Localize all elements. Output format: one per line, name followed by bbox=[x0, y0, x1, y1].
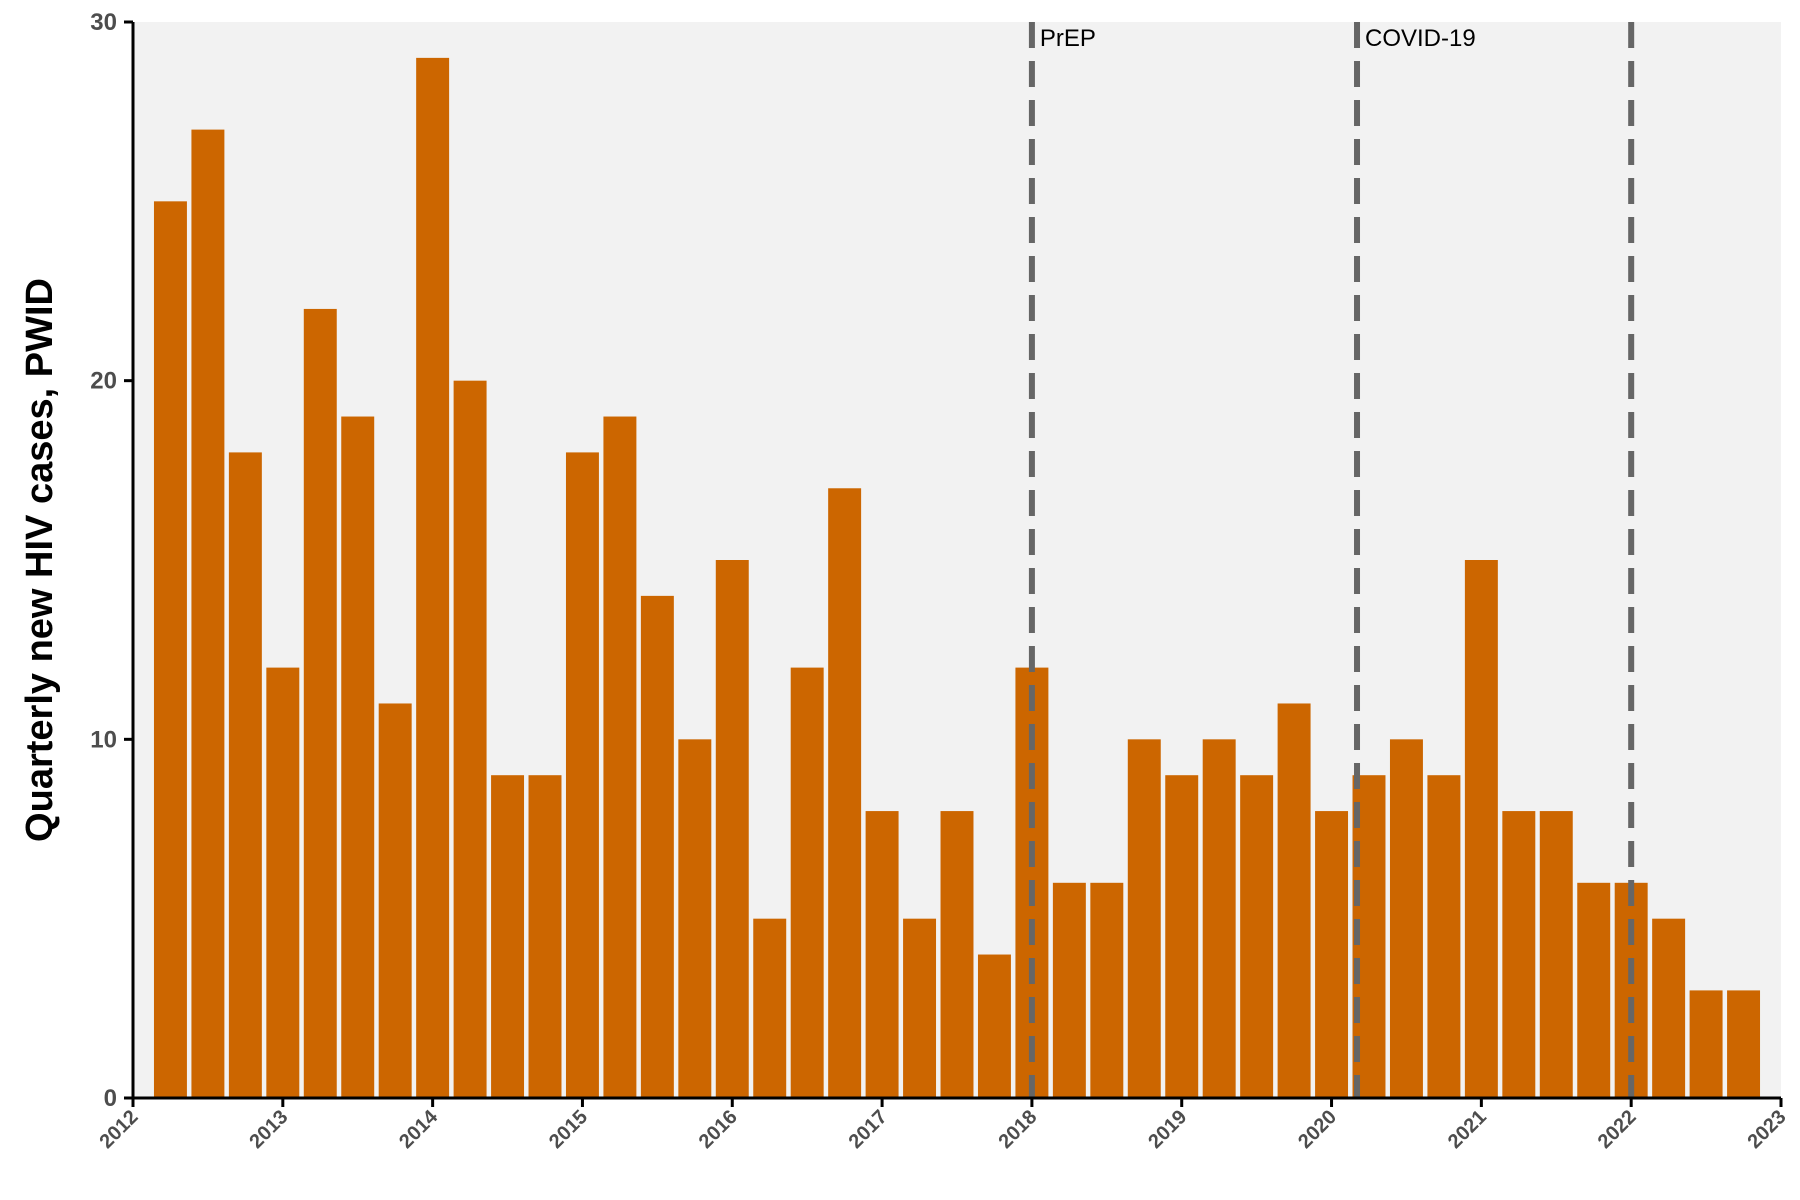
bar bbox=[1689, 990, 1723, 1098]
y-tick-label: 30 bbox=[90, 9, 117, 36]
bar bbox=[191, 129, 225, 1099]
x-tick-label: 2022 bbox=[1594, 1106, 1641, 1153]
bar bbox=[1652, 918, 1686, 1098]
bar bbox=[416, 57, 450, 1099]
x-ticks: 2012 2013 2014 2015 2016 2017 2018 2019 2020 2021… bbox=[96, 1098, 1791, 1153]
x-tick-label: 2014 bbox=[395, 1105, 443, 1153]
bar bbox=[1727, 990, 1761, 1098]
bar bbox=[228, 452, 262, 1098]
bar bbox=[1389, 739, 1423, 1098]
x-tick-label: 2013 bbox=[245, 1106, 292, 1153]
bar bbox=[903, 918, 937, 1098]
x-tick-label: 2020 bbox=[1294, 1106, 1341, 1153]
y-ticks: 0 10 20 30 bbox=[90, 9, 133, 1112]
bar bbox=[378, 703, 412, 1098]
bar bbox=[491, 775, 525, 1098]
x-tick-label: 2018 bbox=[994, 1106, 1041, 1153]
bar bbox=[1240, 775, 1274, 1098]
bar bbox=[528, 775, 562, 1098]
bar bbox=[1052, 882, 1086, 1098]
bar bbox=[303, 308, 337, 1098]
bar bbox=[865, 811, 899, 1098]
bar bbox=[565, 452, 599, 1098]
bar bbox=[715, 560, 749, 1098]
y-tick-label: 0 bbox=[104, 1085, 117, 1112]
bar bbox=[828, 488, 862, 1098]
bar bbox=[1577, 882, 1611, 1098]
bar bbox=[678, 739, 712, 1098]
bar bbox=[1315, 811, 1349, 1098]
bar bbox=[1464, 560, 1498, 1098]
reference-line-label: COVID-19 bbox=[1365, 25, 1476, 52]
bar bbox=[266, 667, 300, 1098]
x-tick-label: 2019 bbox=[1144, 1106, 1191, 1153]
bar bbox=[640, 595, 674, 1098]
x-tick-label: 2017 bbox=[845, 1106, 892, 1153]
bar bbox=[1539, 811, 1573, 1098]
bar bbox=[1427, 775, 1461, 1098]
bar bbox=[453, 380, 487, 1098]
bar bbox=[603, 416, 637, 1098]
bar bbox=[1614, 882, 1648, 1098]
x-tick-label: 2015 bbox=[545, 1106, 592, 1153]
bar bbox=[1165, 775, 1199, 1098]
x-tick-label: 2016 bbox=[695, 1106, 742, 1153]
y-tick-label: 20 bbox=[90, 368, 117, 395]
bar bbox=[1202, 739, 1236, 1098]
bar bbox=[153, 201, 187, 1098]
x-tick-label: 2023 bbox=[1744, 1106, 1791, 1153]
x-tick-label: 2021 bbox=[1444, 1106, 1491, 1153]
bar bbox=[790, 667, 824, 1098]
bar bbox=[1502, 811, 1536, 1098]
bar bbox=[1127, 739, 1161, 1098]
bar bbox=[753, 918, 787, 1098]
bar bbox=[1277, 703, 1311, 1098]
x-tick-label: 2012 bbox=[96, 1106, 143, 1153]
bar bbox=[977, 954, 1011, 1098]
bar bbox=[940, 811, 974, 1098]
reference-lines: PrEP COVID-19 bbox=[1028, 22, 1635, 1098]
bar bbox=[341, 416, 375, 1098]
y-tick-label: 10 bbox=[90, 726, 117, 753]
reference-line-label: PrEP bbox=[1040, 25, 1096, 52]
bar bbox=[1090, 882, 1124, 1098]
y-axis-label: Quarterly new HIV cases, PWID bbox=[19, 278, 61, 842]
bars bbox=[153, 57, 1761, 1099]
